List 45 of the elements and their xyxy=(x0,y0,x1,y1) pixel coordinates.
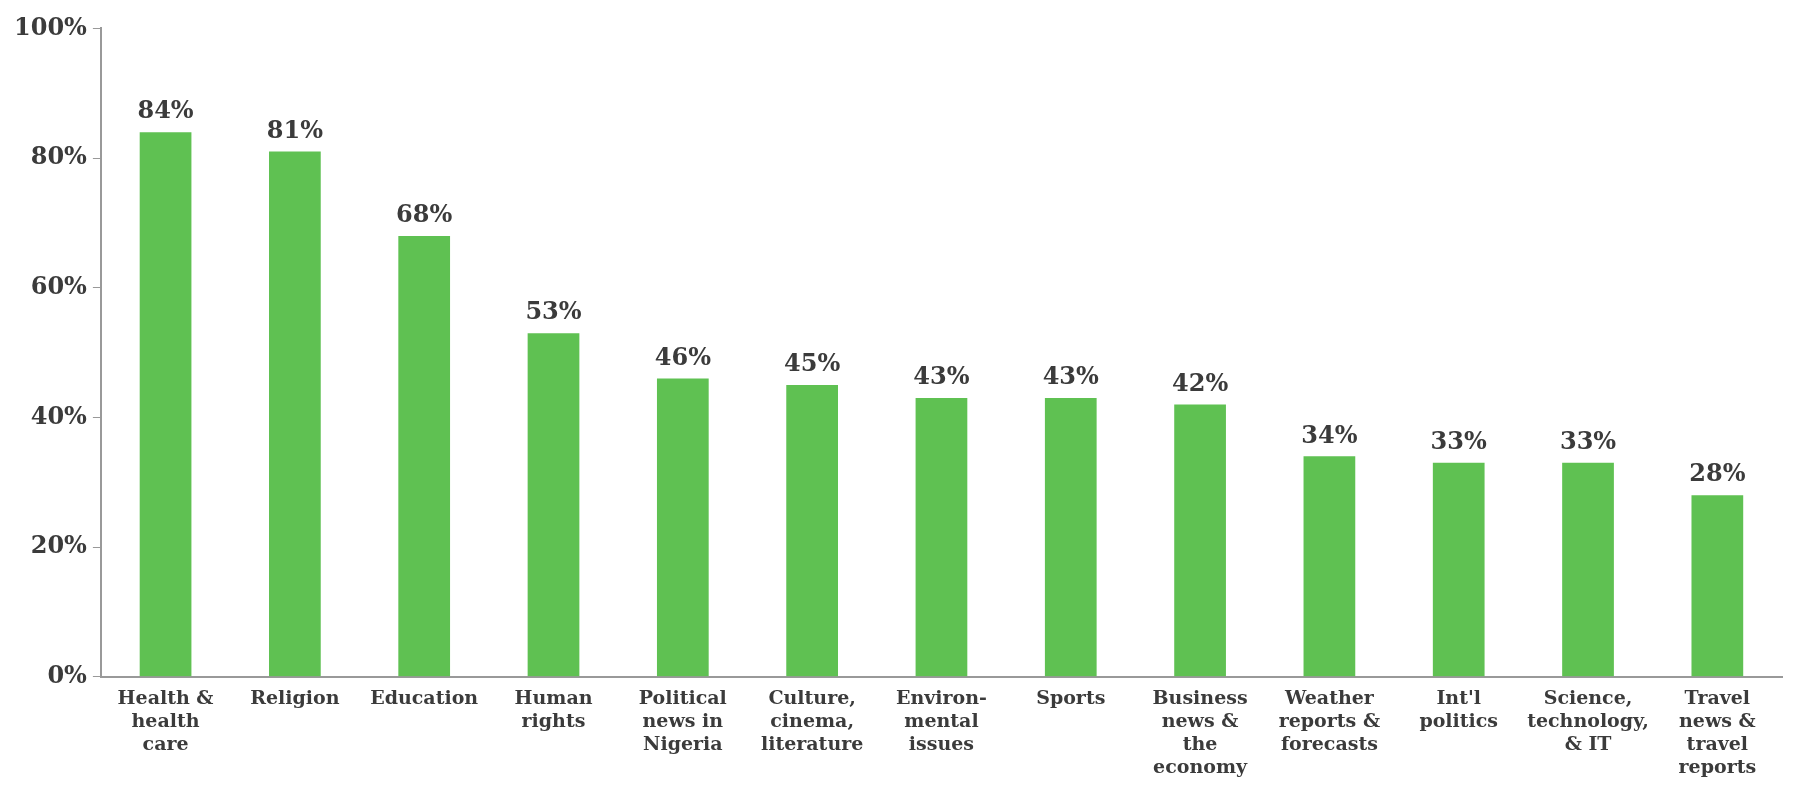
data-label: 45% xyxy=(784,348,841,378)
x-tick-label: Weather reports & forecasts xyxy=(1278,686,1381,754)
x-tick-label: Education xyxy=(370,686,479,709)
bar xyxy=(398,235,451,677)
bar xyxy=(1303,456,1356,677)
y-tick-label: 100% xyxy=(14,11,88,41)
x-tick-label: Int'l politics xyxy=(1419,686,1499,731)
x-tick-label: Religion xyxy=(250,686,340,709)
x-tick-label: Human rights xyxy=(514,686,593,731)
data-label: 43% xyxy=(913,361,970,391)
data-label: 53% xyxy=(525,296,582,326)
data-label: 34% xyxy=(1301,419,1358,449)
y-tick-label: 40% xyxy=(30,400,88,430)
bar xyxy=(1562,462,1614,677)
x-tick-label: Business news & the economy xyxy=(1152,686,1249,777)
bar xyxy=(527,333,580,677)
data-label: 42% xyxy=(1171,367,1229,397)
y-tick-label: 0% xyxy=(47,660,88,690)
x-tick-label: Science, technology, & IT xyxy=(1527,686,1649,754)
data-label: 84% xyxy=(137,95,194,125)
x-tick-label: Health & health care xyxy=(117,686,214,754)
y-tick-label: 60% xyxy=(30,270,88,300)
bar xyxy=(1432,462,1485,677)
bar xyxy=(656,378,709,677)
y-tick-label: 20% xyxy=(30,530,88,560)
x-tick-label: Environ-mental issues xyxy=(895,686,987,754)
bar xyxy=(269,151,321,677)
x-tick-label: Political news in Nigeria xyxy=(638,686,727,754)
data-label: 46% xyxy=(654,341,712,371)
data-label: 81% xyxy=(266,114,324,144)
x-tick-label: Sports xyxy=(1036,686,1106,709)
x-tick-label: Culture, cinema, literature xyxy=(760,686,864,754)
bar xyxy=(139,132,192,677)
data-label: 28% xyxy=(1689,458,1746,488)
data-label: 33% xyxy=(1559,426,1617,456)
y-tick-label: 80% xyxy=(30,141,88,171)
bar xyxy=(786,385,838,677)
data-label: 43% xyxy=(1042,361,1100,391)
bar xyxy=(1044,397,1097,677)
data-label: 68% xyxy=(396,199,453,229)
x-tick-label: Travel news & travel reports xyxy=(1678,686,1757,777)
bar xyxy=(1174,404,1226,677)
data-label: 33% xyxy=(1430,426,1488,456)
bar xyxy=(1691,495,1744,677)
bar xyxy=(915,397,968,677)
